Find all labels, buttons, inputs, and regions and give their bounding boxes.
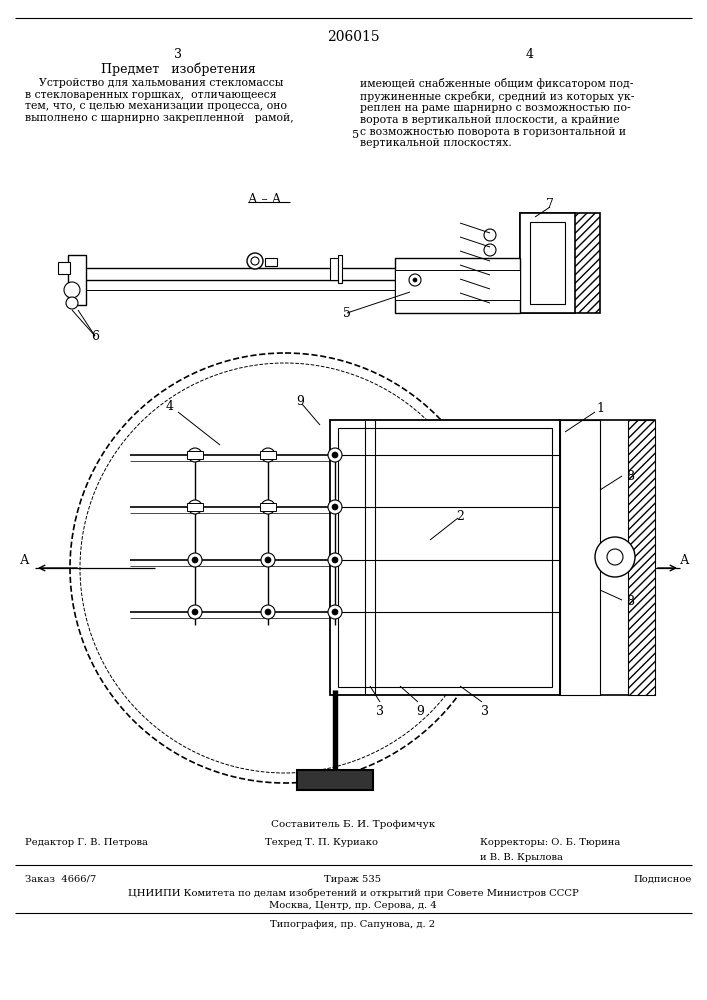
Circle shape [328, 553, 342, 567]
Circle shape [66, 297, 78, 309]
Text: Техред Т. П. Куриако: Техред Т. П. Куриако [265, 838, 378, 847]
Circle shape [413, 278, 417, 282]
Bar [338, 428, 552, 687]
Circle shape [332, 557, 338, 563]
Text: 3: 3 [174, 48, 182, 61]
Text: 4: 4 [526, 48, 534, 61]
Bar [530, 222, 565, 304]
Text: 9: 9 [296, 395, 304, 408]
Bar [68, 255, 86, 305]
Text: Редактор Г. В. Петрова: Редактор Г. В. Петрова [25, 838, 148, 847]
Circle shape [332, 504, 338, 510]
Circle shape [328, 448, 342, 462]
Circle shape [247, 253, 263, 269]
Text: Москва, Центр, пр. Серова, д. 4: Москва, Центр, пр. Серова, д. 4 [269, 901, 437, 910]
Text: ЦНИИПИ Комитета по делам изобретений и открытий при Совете Министров СССР: ЦНИИПИ Комитета по делам изобретений и о… [128, 888, 578, 898]
Text: Предмет   изобретения: Предмет изобретения [100, 62, 255, 76]
Text: 1: 1 [596, 402, 604, 415]
Circle shape [265, 504, 271, 510]
Text: Корректоры: О. Б. Тюрина: Корректоры: О. Б. Тюрина [480, 838, 620, 847]
Text: А: А [21, 554, 30, 567]
Text: 6: 6 [91, 330, 99, 343]
Text: 2: 2 [456, 510, 464, 523]
Circle shape [332, 609, 338, 615]
Text: Устройство для хальмования стекломассы
в стекловаренных горшках,  отличающееся
т: Устройство для хальмования стекломассы в… [25, 78, 293, 123]
Circle shape [192, 452, 198, 458]
Circle shape [261, 500, 275, 514]
Circle shape [409, 274, 421, 286]
Bar [560, 420, 655, 695]
Bar [187, 451, 203, 459]
Text: 5: 5 [343, 307, 351, 320]
Bar [395, 270, 520, 300]
Circle shape [192, 557, 198, 563]
Text: имеющей снабженные общим фиксатором под-
пружиненные скребки, средний из которых: имеющей снабженные общим фиксатором под-… [360, 78, 634, 148]
Circle shape [265, 609, 271, 615]
Bar [297, 770, 373, 790]
Circle shape [261, 605, 275, 619]
Circle shape [261, 448, 275, 462]
Circle shape [64, 282, 80, 298]
Bar [330, 420, 560, 695]
Text: и В. В. Крылова: и В. В. Крылова [480, 853, 563, 862]
Circle shape [265, 452, 271, 458]
Circle shape [188, 500, 202, 514]
Text: 206015: 206015 [327, 30, 380, 44]
Bar [560, 420, 600, 695]
Text: Тираж 535: Тираж 535 [325, 875, 382, 884]
Bar [260, 503, 276, 511]
Bar [338, 255, 342, 283]
Bar [520, 213, 575, 313]
Bar [330, 258, 338, 280]
Bar [628, 420, 655, 695]
Bar [520, 213, 600, 313]
Text: Типография, пр. Сапунова, д. 2: Типография, пр. Сапунова, д. 2 [271, 920, 436, 929]
Circle shape [188, 605, 202, 619]
Text: 4: 4 [166, 400, 174, 413]
Circle shape [251, 257, 259, 265]
Text: 5: 5 [352, 130, 360, 140]
Circle shape [328, 500, 342, 514]
Circle shape [188, 448, 202, 462]
Circle shape [192, 609, 198, 615]
Circle shape [595, 537, 635, 577]
Circle shape [328, 605, 342, 619]
Text: Составитель Б. И. Трофимчук: Составитель Б. И. Трофимчук [271, 820, 435, 829]
Text: 8: 8 [626, 595, 634, 608]
Circle shape [607, 549, 623, 565]
Text: 3: 3 [481, 705, 489, 718]
Circle shape [332, 452, 338, 458]
Circle shape [261, 553, 275, 567]
Bar [58, 262, 70, 274]
Text: А: А [680, 554, 690, 567]
Bar [260, 451, 276, 459]
Bar [265, 258, 277, 266]
Text: 8: 8 [626, 470, 634, 483]
Text: 9: 9 [416, 705, 424, 718]
Text: А – А: А – А [248, 193, 281, 206]
Text: 7: 7 [546, 198, 554, 211]
Text: 3: 3 [376, 705, 384, 718]
Circle shape [265, 557, 271, 563]
Circle shape [192, 504, 198, 510]
Text: Заказ  4666/7: Заказ 4666/7 [25, 875, 96, 884]
Text: Подписное: Подписное [633, 875, 692, 884]
Bar [187, 503, 203, 511]
Bar [395, 258, 520, 313]
Circle shape [188, 553, 202, 567]
